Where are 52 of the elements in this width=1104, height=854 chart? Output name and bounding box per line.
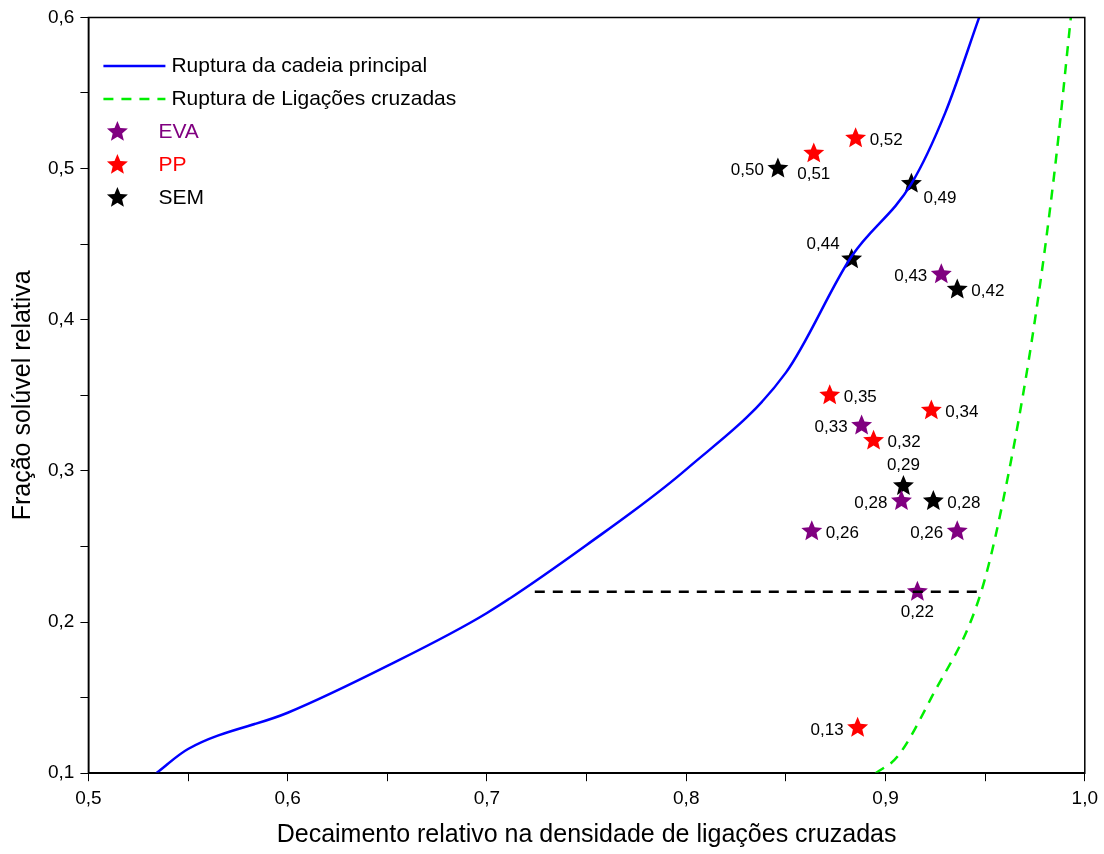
data-label: 0,51 xyxy=(797,163,831,183)
data-label: 0,35 xyxy=(843,386,877,406)
legend-label: Ruptura de Ligações cruzadas xyxy=(171,85,457,109)
y-tick-label: 0,6 xyxy=(47,5,75,27)
point xyxy=(946,278,968,299)
data-label: 0,52 xyxy=(869,130,903,150)
point xyxy=(930,263,952,284)
data-label: 0,29 xyxy=(886,455,920,475)
point xyxy=(819,384,841,405)
legend-label: Ruptura da cadeia principal xyxy=(171,52,428,76)
legend-label: EVA xyxy=(158,118,199,142)
data-label: 0,28 xyxy=(854,492,888,512)
point xyxy=(845,127,867,148)
data-label: 0,43 xyxy=(894,266,928,286)
data-label: 0,50 xyxy=(730,160,764,180)
legend-label: SEM xyxy=(158,184,204,208)
y-tick-label: 0,2 xyxy=(47,610,75,632)
point xyxy=(767,157,789,178)
y-tick-label: 0,4 xyxy=(47,307,75,329)
point xyxy=(863,429,885,450)
y-tick-label: 0,3 xyxy=(47,459,75,481)
data-label: 0,32 xyxy=(887,432,921,452)
data-label: 0,44 xyxy=(806,234,840,254)
point xyxy=(851,414,873,435)
point xyxy=(946,520,968,541)
y-tick-label: 0,5 xyxy=(47,156,75,178)
x-axis-title: Decaimento relativo na densidade de ligações cruzadas xyxy=(276,818,897,847)
point xyxy=(803,142,825,163)
data-label: 0,26 xyxy=(825,523,859,543)
x-tick-label: 0,7 xyxy=(473,786,501,808)
point xyxy=(847,716,869,737)
y-tick-label: 0,1 xyxy=(47,761,75,783)
x-tick-label: 0,9 xyxy=(872,786,899,808)
x-tick-label: 0,8 xyxy=(673,786,700,808)
point xyxy=(922,490,944,511)
data-label: 0,34 xyxy=(945,402,979,422)
data-label: 0,13 xyxy=(810,719,844,739)
x-tick-label: 1,0 xyxy=(1071,786,1098,808)
point xyxy=(892,475,914,495)
point xyxy=(801,520,823,541)
data-label: 0,26 xyxy=(910,523,944,543)
y-axis-title: Fração solúvel relativa xyxy=(6,270,35,521)
data-label: 0,28 xyxy=(947,492,981,512)
legend-label: PP xyxy=(158,151,187,175)
data-label: 0,22 xyxy=(900,602,934,621)
data-label: 0,42 xyxy=(971,281,1005,301)
point xyxy=(891,490,912,511)
point xyxy=(920,399,942,420)
data-label: 0,33 xyxy=(814,417,848,437)
data-label: 0,49 xyxy=(923,187,957,207)
x-tick-label: 0,5 xyxy=(75,786,102,808)
x-tick-label: 0,6 xyxy=(274,786,301,808)
